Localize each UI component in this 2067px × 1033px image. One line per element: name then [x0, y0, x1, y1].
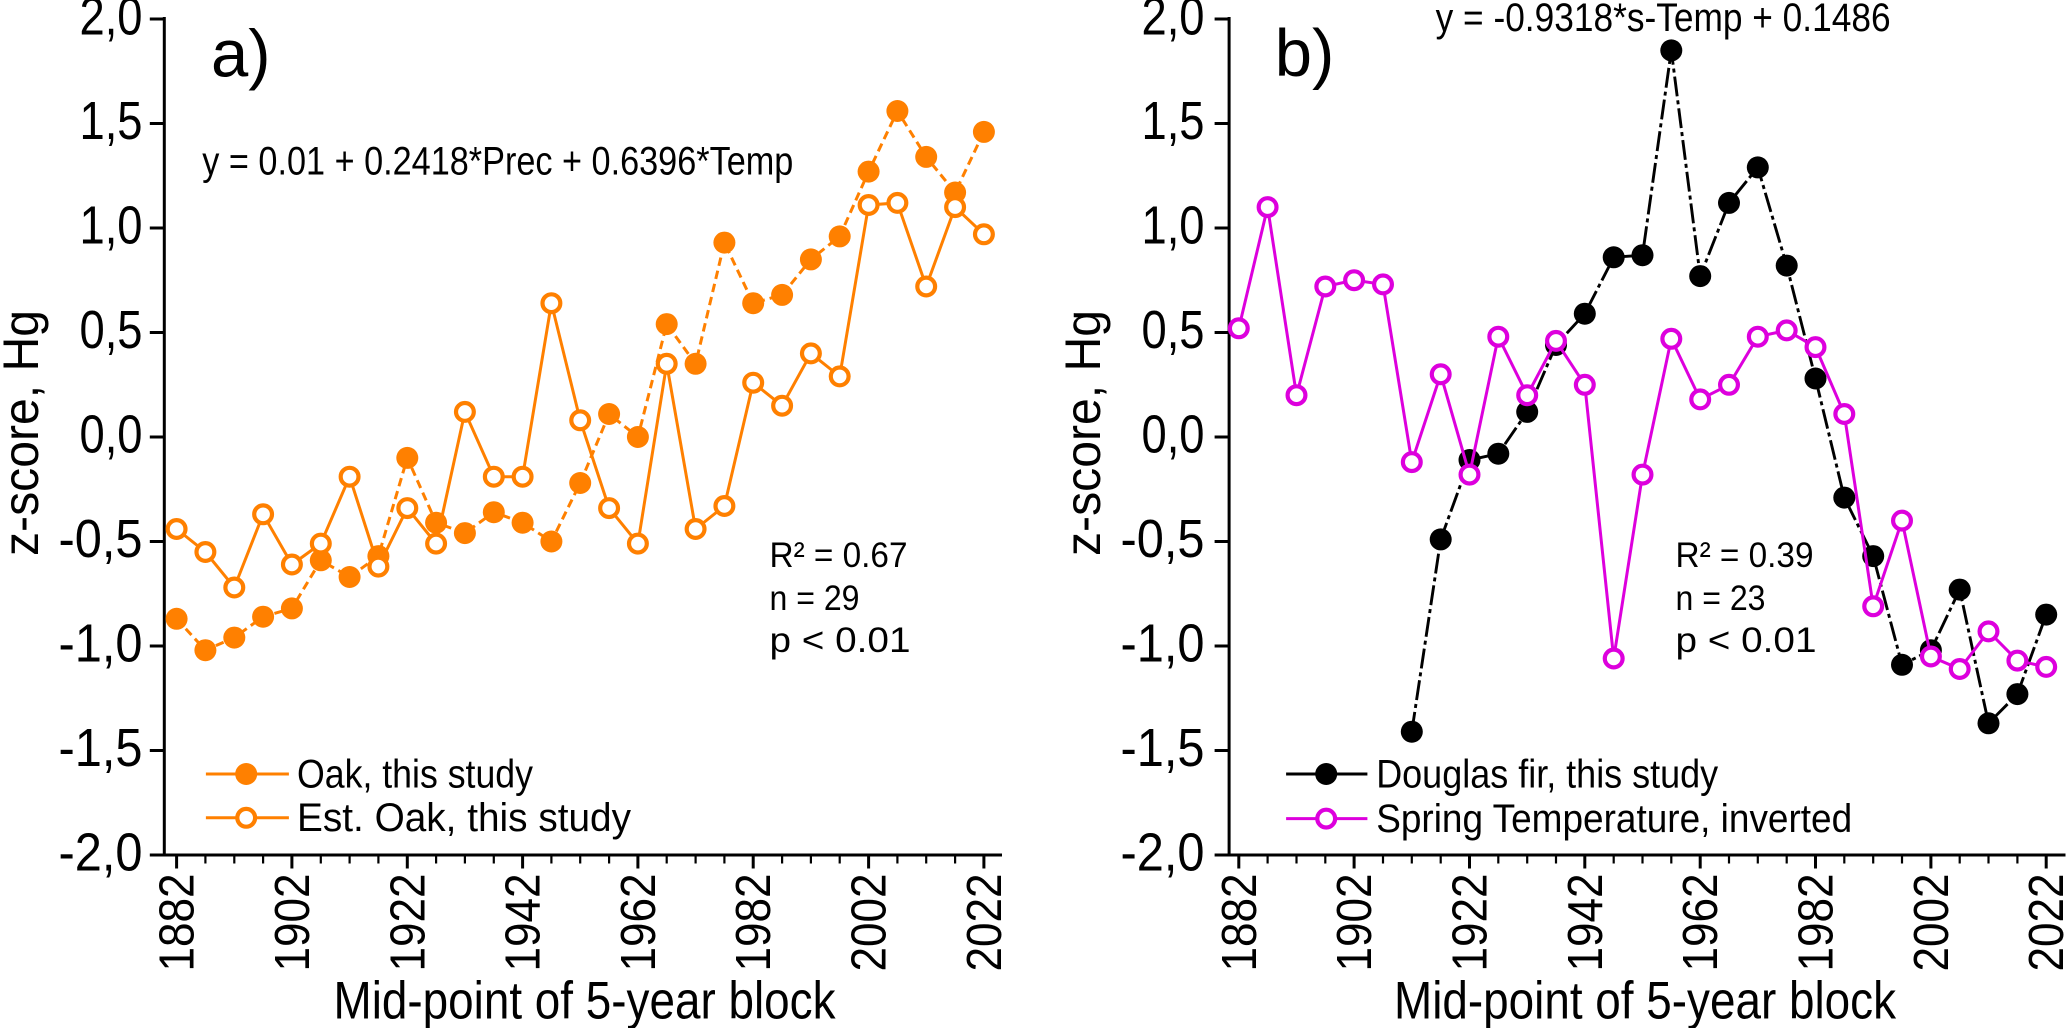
svg-text:-1,5: -1,5 — [59, 718, 143, 778]
svg-text:z-score, Hg: z-score, Hg — [1055, 310, 1111, 556]
svg-text:2,0: 2,0 — [80, 0, 143, 47]
svg-text:Est. Oak, this study: Est. Oak, this study — [297, 796, 631, 840]
svg-text:p < 0.01: p < 0.01 — [770, 620, 911, 660]
svg-text:R² = 0.67: R² = 0.67 — [770, 535, 908, 575]
svg-text:y = 0.01 + 0.2418*Prec + 0.639: y = 0.01 + 0.2418*Prec + 0.6396*Temp — [202, 140, 793, 184]
svg-text:-0,5: -0,5 — [1121, 509, 1205, 569]
svg-text:R² = 0.39: R² = 0.39 — [1676, 535, 1814, 575]
svg-text:1902: 1902 — [265, 874, 320, 972]
svg-text:0,5: 0,5 — [1142, 300, 1205, 360]
svg-text:1962: 1962 — [1673, 874, 1728, 972]
svg-text:1882: 1882 — [150, 874, 205, 972]
svg-text:0,0: 0,0 — [80, 405, 143, 465]
svg-text:Mid-point of 5-year block: Mid-point of 5-year block — [334, 972, 837, 1029]
svg-text:1,0: 1,0 — [80, 196, 143, 256]
svg-text:0,0: 0,0 — [1142, 405, 1205, 465]
svg-text:1,5: 1,5 — [80, 91, 143, 151]
svg-text:y = -0.9318*s-Temp + 0.1486: y = -0.9318*s-Temp + 0.1486 — [1436, 0, 1891, 40]
svg-text:2,0: 2,0 — [1142, 0, 1205, 47]
svg-text:-1,0: -1,0 — [59, 614, 143, 674]
svg-text:1982: 1982 — [726, 874, 781, 972]
svg-text:Oak, this study: Oak, this study — [297, 752, 533, 796]
svg-text:1,5: 1,5 — [1142, 91, 1205, 151]
svg-text:1902: 1902 — [1327, 874, 1382, 972]
svg-text:Spring Temperature, inverted: Spring Temperature, inverted — [1376, 797, 1852, 841]
svg-text:0,5: 0,5 — [80, 300, 143, 360]
svg-text:z-score, Hg: z-score, Hg — [0, 310, 49, 556]
svg-text:p < 0.01: p < 0.01 — [1676, 620, 1817, 660]
svg-text:1962: 1962 — [611, 874, 666, 972]
svg-text:b): b) — [1275, 16, 1335, 91]
svg-text:1922: 1922 — [1443, 874, 1498, 972]
svg-text:n = 29: n = 29 — [770, 578, 860, 618]
svg-text:2002: 2002 — [1904, 874, 1959, 972]
svg-text:1882: 1882 — [1212, 874, 1267, 972]
svg-text:-0,5: -0,5 — [59, 509, 143, 569]
svg-text:-1,5: -1,5 — [1121, 718, 1205, 778]
svg-text:2002: 2002 — [842, 874, 897, 972]
svg-text:n = 23: n = 23 — [1676, 578, 1766, 618]
svg-text:Mid-point of 5-year block: Mid-point of 5-year block — [1394, 972, 1897, 1029]
svg-text:1922: 1922 — [380, 874, 435, 972]
svg-text:Douglas fir, this study: Douglas fir, this study — [1376, 752, 1718, 796]
svg-text:1982: 1982 — [1789, 874, 1844, 972]
svg-text:2022: 2022 — [2019, 874, 2067, 972]
svg-text:-2,0: -2,0 — [1121, 823, 1205, 883]
svg-text:-2,0: -2,0 — [59, 823, 143, 883]
svg-text:1,0: 1,0 — [1142, 196, 1205, 256]
svg-text:-1,0: -1,0 — [1121, 614, 1205, 674]
svg-text:a): a) — [211, 16, 271, 91]
svg-text:2022: 2022 — [957, 874, 1012, 972]
svg-text:1942: 1942 — [496, 874, 551, 972]
svg-text:1942: 1942 — [1558, 874, 1613, 972]
